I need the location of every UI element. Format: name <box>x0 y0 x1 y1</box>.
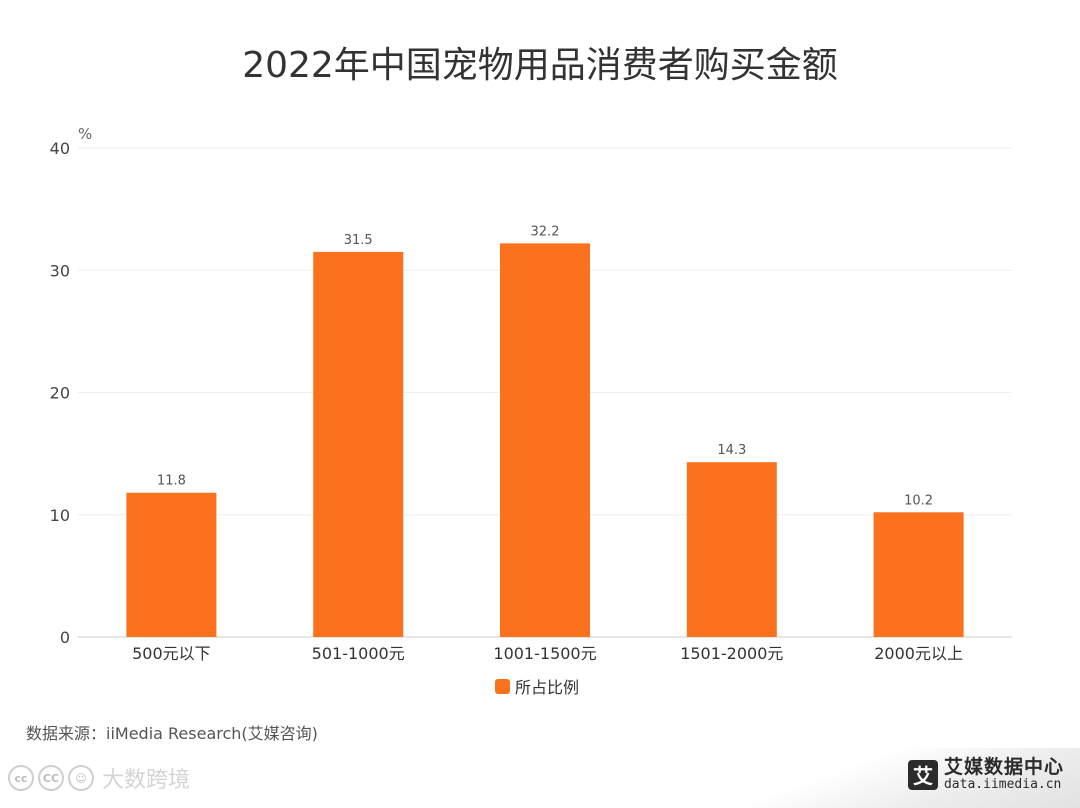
y-axis-unit: % <box>78 125 92 143</box>
brand-logo: 艾 艾媒数据中心 data.iimedia.cn <box>907 756 1064 792</box>
source-note: 数据来源：iiMedia Research(艾媒咨询) <box>26 724 318 743</box>
x-tick-label: 500元以下 <box>132 644 211 663</box>
license-badges: cc CC ☺ 大数跨境 <box>8 762 190 794</box>
logo-icon: 艾 <box>907 759 938 790</box>
chart-title: 2022年中国宠物用品消费者购买金额 <box>242 45 838 86</box>
legend[interactable]: 所占比例 <box>495 674 579 698</box>
bars <box>126 243 964 638</box>
y-tick-label: 10 <box>50 506 70 525</box>
y-axis-ticks: 0 10 20 30 40 <box>50 139 70 647</box>
x-tick-label: 1001-1500元 <box>493 644 596 663</box>
data-labels: 11.8 31.5 32.2 14.3 10.2 <box>157 224 933 508</box>
legend-swatch <box>495 678 510 694</box>
logo-url: data.iimedia.cn <box>943 776 1062 792</box>
data-label: 10.2 <box>904 493 933 508</box>
data-label: 11.8 <box>157 474 186 489</box>
y-tick-label: 0 <box>60 628 70 647</box>
x-tick-label: 501-1000元 <box>312 644 405 663</box>
logo-name: 艾媒数据中心 <box>943 756 1064 778</box>
bar[interactable] <box>126 492 217 637</box>
watermark: 大数跨境 <box>102 768 191 793</box>
bar[interactable] <box>500 243 590 638</box>
x-tick-label: 1501-2000元 <box>680 644 783 663</box>
y-tick-label: 30 <box>50 261 70 280</box>
data-label: 32.2 <box>531 224 560 239</box>
x-axis-labels: 500元以下 501-1000元 1001-1500元 1501-2000元 2000元… <box>132 644 963 663</box>
bar-chart: 0 10 20 30 40 11.8 31.5 32.2 14.3 10.2 500元以下 501… <box>50 125 1012 663</box>
x-tick-label: 2000元以上 <box>874 644 963 663</box>
y-tick-label: 40 <box>50 139 70 158</box>
cc-icon: cc <box>8 765 34 791</box>
footer-band <box>0 748 1080 808</box>
legend-label: 所占比例 <box>515 678 580 697</box>
person-icon: ☺ <box>68 765 94 791</box>
y-tick-label: 20 <box>50 384 70 403</box>
bar[interactable] <box>313 251 404 637</box>
bar[interactable] <box>873 512 964 637</box>
by-icon: CC <box>38 765 64 791</box>
bar[interactable] <box>686 462 777 637</box>
data-label: 31.5 <box>344 233 373 248</box>
data-label: 14.3 <box>717 443 746 458</box>
